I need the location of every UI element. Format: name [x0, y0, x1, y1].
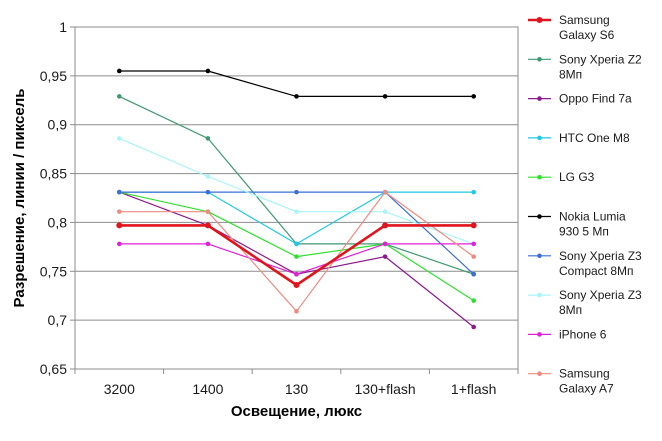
data-point [382, 241, 388, 247]
y-tick-label: 0,65 [40, 361, 67, 377]
data-point [205, 68, 211, 74]
data-point [382, 222, 389, 229]
x-tick-label: 1400 [192, 381, 223, 397]
y-tick-label: 0,85 [40, 166, 67, 182]
data-point [471, 324, 477, 330]
legend-label: Oppo Find 7a [559, 92, 632, 106]
legend-marker [537, 253, 542, 259]
data-point [382, 254, 388, 259]
data-point [294, 189, 299, 195]
data-point [382, 189, 388, 195]
legend-label: Sony Xperia Z2 [559, 52, 642, 66]
x-tick-label: 130+flash [355, 381, 416, 397]
x-tick-label: 3200 [104, 381, 135, 397]
legend-marker [537, 214, 542, 219]
legend-label: Compact 8Мп [559, 264, 634, 278]
data-point [294, 309, 299, 314]
legend-label: Samsung [559, 367, 610, 381]
data-point [117, 68, 122, 74]
legend-marker [537, 96, 542, 101]
data-point [117, 94, 122, 99]
data-point [205, 174, 211, 179]
data-point [471, 189, 477, 195]
legend-marker [537, 332, 542, 337]
y-tick-label: 0,8 [48, 214, 68, 230]
series-line [119, 243, 474, 275]
data-point [293, 281, 300, 288]
data-point [205, 136, 211, 141]
data-point [470, 222, 477, 229]
data-point [471, 94, 477, 99]
legend-marker [537, 174, 542, 180]
legend-marker [537, 135, 542, 141]
series-line [119, 70, 474, 98]
legend-marker [536, 17, 543, 23]
data-point [471, 241, 477, 247]
legend-label: 8Мп [559, 303, 582, 317]
data-point [204, 222, 211, 229]
x-tick-label: 1+flash [451, 381, 497, 397]
x-axis-title: Освещение, люкс [231, 403, 362, 420]
series-line [119, 95, 474, 275]
legend-label: Galaxy S6 [559, 28, 615, 42]
data-point [294, 271, 299, 277]
legend-label: HTC One M8 [559, 131, 630, 145]
legend-label: Galaxy A7 [559, 382, 614, 396]
legend-label: 930 5 Мп [559, 225, 609, 239]
legend-label: 8Мп [559, 67, 582, 81]
data-point [471, 271, 477, 277]
x-tick-label: 130 [285, 381, 309, 397]
legend-label: Sony Xperia Z3 [559, 249, 642, 263]
data-point [294, 241, 299, 247]
data-point [117, 209, 122, 214]
legend-label: Nokia Lumia [559, 210, 626, 224]
y-tick-label: 0,95 [40, 68, 67, 84]
data-point [382, 94, 388, 99]
data-point [294, 254, 299, 259]
legend-marker [537, 292, 542, 298]
legend-marker [537, 371, 542, 377]
data-point [117, 241, 122, 247]
legend-marker [537, 57, 542, 62]
data-point [205, 189, 211, 195]
legend-label: Samsung [559, 13, 610, 27]
data-point [471, 298, 477, 303]
y-tick-label: 0,7 [48, 312, 68, 328]
legend-label: iPhone 6 [559, 327, 607, 341]
data-point [205, 209, 211, 214]
data-point [294, 94, 299, 99]
data-point [382, 209, 388, 214]
y-tick-label: 1 [59, 19, 67, 35]
plot-area [74, 26, 519, 370]
data-point [116, 222, 123, 229]
data-point [294, 209, 299, 214]
data-point [117, 136, 122, 141]
legend-label: LG G3 [559, 170, 595, 184]
y-axis-title: Разрешение, линии / пиксель [11, 89, 28, 308]
y-tick-label: 0,75 [40, 263, 67, 279]
data-point [117, 189, 122, 195]
y-tick-label: 0,9 [48, 117, 68, 133]
legend-label: Sony Xperia Z3 [559, 288, 642, 302]
data-point [471, 254, 477, 259]
data-point [205, 241, 211, 247]
